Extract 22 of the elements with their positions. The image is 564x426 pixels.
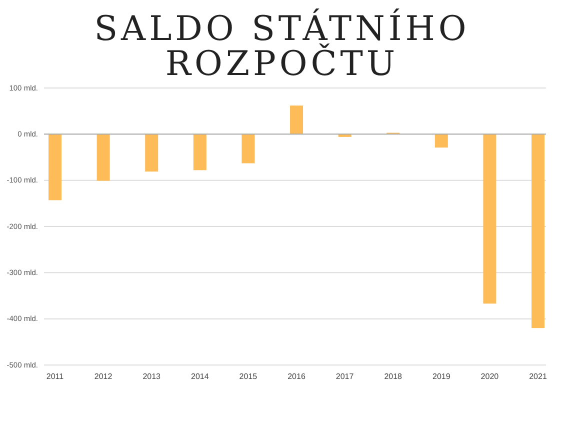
bar	[434, 134, 448, 148]
x-tick-label: 2020	[480, 372, 500, 381]
bar	[145, 134, 158, 172]
bar	[242, 134, 255, 164]
bar	[193, 134, 206, 170]
x-tick-label: 2018	[384, 372, 403, 381]
x-tick-label: 2021	[529, 372, 548, 381]
bar	[48, 134, 62, 200]
x-tick-label: 2015	[239, 372, 258, 381]
x-tick-label: 2014	[191, 372, 210, 381]
bar	[338, 134, 352, 137]
bar	[290, 106, 303, 134]
bar	[532, 134, 544, 328]
x-tick-label: 2017	[336, 372, 354, 381]
x-tick-label: 2019	[432, 372, 451, 381]
x-tick-label: 2012	[94, 372, 113, 381]
bar	[483, 134, 496, 304]
x-tick-label: 2013	[142, 372, 162, 381]
bar	[96, 134, 110, 181]
chart-title: SALDO STÁTNÍHO ROZPOČTU	[94, 8, 470, 84]
x-tick-label: 2011	[46, 372, 64, 381]
x-tick-label: 2016	[288, 372, 306, 381]
